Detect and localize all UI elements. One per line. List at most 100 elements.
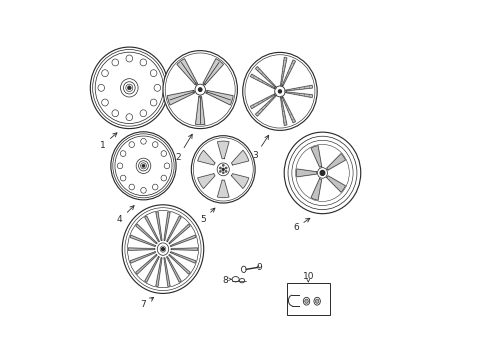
Ellipse shape	[195, 83, 197, 85]
Ellipse shape	[205, 91, 207, 93]
Ellipse shape	[95, 52, 163, 123]
Text: 2: 2	[175, 134, 192, 162]
Polygon shape	[231, 174, 248, 189]
Ellipse shape	[274, 94, 276, 96]
Ellipse shape	[193, 138, 253, 201]
Polygon shape	[130, 252, 155, 263]
Polygon shape	[128, 248, 155, 250]
Ellipse shape	[92, 50, 165, 126]
Ellipse shape	[126, 55, 132, 62]
Ellipse shape	[280, 85, 282, 87]
Ellipse shape	[192, 91, 194, 93]
Polygon shape	[282, 97, 295, 123]
Polygon shape	[326, 176, 345, 192]
Ellipse shape	[287, 136, 356, 210]
Ellipse shape	[102, 99, 108, 106]
Polygon shape	[163, 212, 170, 240]
Polygon shape	[197, 174, 215, 189]
Polygon shape	[280, 98, 286, 125]
Ellipse shape	[98, 84, 104, 91]
Ellipse shape	[161, 175, 166, 181]
Ellipse shape	[141, 188, 146, 193]
Ellipse shape	[111, 132, 176, 200]
Ellipse shape	[150, 70, 157, 77]
Ellipse shape	[129, 184, 134, 190]
Ellipse shape	[195, 84, 205, 95]
Ellipse shape	[125, 84, 133, 91]
Polygon shape	[144, 216, 159, 242]
Ellipse shape	[191, 136, 255, 203]
Ellipse shape	[219, 170, 221, 172]
Ellipse shape	[164, 163, 169, 169]
Ellipse shape	[203, 83, 204, 85]
Ellipse shape	[140, 59, 146, 66]
Ellipse shape	[161, 151, 166, 157]
Ellipse shape	[120, 79, 138, 97]
Polygon shape	[280, 57, 286, 85]
Polygon shape	[136, 255, 157, 274]
Polygon shape	[168, 255, 190, 274]
Ellipse shape	[140, 110, 146, 117]
Polygon shape	[136, 224, 157, 244]
Ellipse shape	[124, 208, 201, 291]
Text: 5: 5	[200, 208, 214, 224]
Ellipse shape	[199, 96, 201, 98]
Text: 4: 4	[117, 206, 134, 224]
Ellipse shape	[142, 164, 145, 167]
Ellipse shape	[136, 158, 150, 174]
Ellipse shape	[152, 184, 158, 190]
Polygon shape	[156, 258, 162, 287]
Ellipse shape	[303, 297, 309, 305]
Ellipse shape	[138, 161, 148, 171]
Ellipse shape	[113, 134, 174, 198]
Ellipse shape	[232, 276, 239, 282]
Text: 1: 1	[100, 133, 117, 150]
Ellipse shape	[102, 70, 108, 77]
Ellipse shape	[154, 84, 161, 91]
Ellipse shape	[304, 299, 307, 303]
Polygon shape	[217, 141, 228, 159]
Ellipse shape	[224, 170, 227, 172]
Ellipse shape	[222, 168, 224, 170]
Ellipse shape	[315, 299, 318, 303]
Polygon shape	[166, 216, 181, 242]
Polygon shape	[326, 154, 345, 170]
Ellipse shape	[112, 110, 119, 117]
Ellipse shape	[150, 99, 157, 106]
Ellipse shape	[313, 297, 320, 305]
Ellipse shape	[224, 167, 227, 169]
Ellipse shape	[317, 168, 327, 178]
Ellipse shape	[274, 86, 285, 97]
Text: 9: 9	[256, 264, 262, 273]
Ellipse shape	[219, 167, 221, 169]
Polygon shape	[285, 85, 312, 91]
Polygon shape	[255, 95, 275, 116]
Polygon shape	[231, 150, 248, 165]
Bar	[286, 283, 329, 315]
Ellipse shape	[284, 90, 286, 93]
Polygon shape	[156, 212, 162, 240]
Ellipse shape	[295, 144, 348, 202]
Polygon shape	[250, 74, 274, 89]
Polygon shape	[144, 257, 159, 282]
Polygon shape	[310, 179, 321, 200]
Ellipse shape	[115, 136, 172, 195]
Ellipse shape	[140, 163, 146, 169]
Ellipse shape	[123, 82, 135, 94]
Polygon shape	[217, 180, 228, 198]
Ellipse shape	[122, 205, 203, 293]
Polygon shape	[282, 60, 295, 86]
Ellipse shape	[120, 175, 126, 181]
Text: 10: 10	[302, 272, 313, 281]
Ellipse shape	[222, 172, 224, 174]
Ellipse shape	[217, 163, 229, 176]
Ellipse shape	[244, 55, 314, 128]
Polygon shape	[171, 248, 197, 250]
Ellipse shape	[280, 96, 282, 98]
Polygon shape	[166, 257, 181, 282]
Polygon shape	[130, 235, 155, 247]
Ellipse shape	[222, 164, 224, 166]
Polygon shape	[203, 59, 223, 85]
Ellipse shape	[278, 90, 281, 93]
Polygon shape	[177, 59, 197, 85]
